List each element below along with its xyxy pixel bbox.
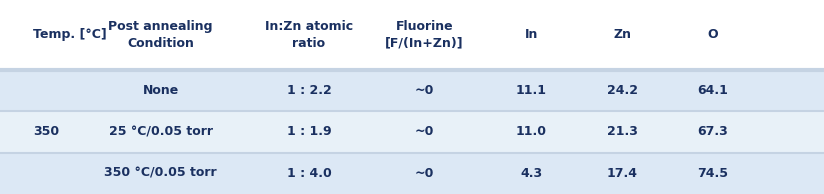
Text: 11.1: 11.1	[516, 84, 547, 97]
Text: O: O	[708, 28, 718, 42]
Text: 350 °C/0.05 torr: 350 °C/0.05 torr	[105, 167, 217, 180]
Text: Post annealing
Condition: Post annealing Condition	[109, 20, 213, 50]
Bar	[0, 153, 824, 194]
Bar	[0, 0, 824, 70]
Text: Zn: Zn	[613, 28, 631, 42]
Text: 24.2: 24.2	[606, 84, 638, 97]
Text: 4.3: 4.3	[521, 167, 542, 180]
Text: 21.3: 21.3	[606, 125, 638, 139]
Bar	[0, 111, 824, 153]
Bar	[0, 70, 824, 111]
Text: 1 : 2.2: 1 : 2.2	[287, 84, 331, 97]
Text: In:Zn atomic
ratio: In:Zn atomic ratio	[265, 20, 353, 50]
Text: 11.0: 11.0	[516, 125, 547, 139]
Text: 350: 350	[33, 125, 59, 139]
Text: 17.4: 17.4	[606, 167, 638, 180]
Text: 74.5: 74.5	[697, 167, 728, 180]
Text: 1 : 1.9: 1 : 1.9	[287, 125, 331, 139]
Text: ~0: ~0	[414, 125, 434, 139]
Text: Fluorine
[F/(In+Zn)]: Fluorine [F/(In+Zn)]	[385, 20, 464, 50]
Text: 1 : 4.0: 1 : 4.0	[287, 167, 331, 180]
Text: None: None	[143, 84, 179, 97]
Text: Temp. [°C]: Temp. [°C]	[33, 28, 107, 42]
Text: 67.3: 67.3	[697, 125, 728, 139]
Text: 64.1: 64.1	[697, 84, 728, 97]
Text: ~0: ~0	[414, 84, 434, 97]
Text: ~0: ~0	[414, 167, 434, 180]
Text: In: In	[525, 28, 538, 42]
Text: 25 °C/0.05 torr: 25 °C/0.05 torr	[109, 125, 213, 139]
